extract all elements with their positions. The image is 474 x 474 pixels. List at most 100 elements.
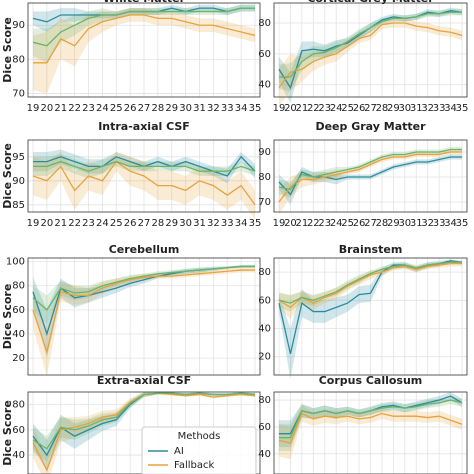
x-tick-label: 34: [235, 103, 248, 114]
x-tick-label: 31: [193, 218, 206, 229]
chart-title: Intra-axial CSF: [98, 120, 190, 133]
x-tick-label: 32: [421, 103, 434, 114]
chart-title: Corpus Callosum: [319, 374, 423, 387]
error-band: [279, 147, 462, 197]
x-tick-label: 22: [307, 218, 320, 229]
x-tick-label: 25: [341, 103, 354, 114]
x-tick-label: 19: [273, 103, 286, 114]
x-tick-label: 28: [152, 218, 165, 229]
axes-frame: [27, 2, 261, 98]
x-tick-label: 30: [179, 103, 192, 114]
y-tick-label: 90: [12, 176, 25, 187]
y-tick-label: 80: [12, 281, 25, 292]
series-line: [32, 7, 255, 47]
legend-label: AI: [174, 446, 184, 457]
error-band: [279, 396, 462, 452]
y-tick-label: 60: [12, 305, 25, 316]
error-band: [33, 392, 255, 474]
chart-title: Extra-axial CSF: [97, 374, 191, 387]
x-tick-label: 22: [68, 103, 81, 114]
x-tick-label: 23: [318, 103, 331, 114]
x-tick-label: 31: [410, 218, 423, 229]
x-tick-label: 35: [456, 103, 469, 114]
series-line: [278, 156, 462, 196]
axes-frame: [27, 257, 261, 376]
x-tick-label: 30: [179, 218, 192, 229]
y-tick-label: 100: [6, 257, 25, 268]
y-tick-label: 95: [12, 152, 25, 163]
series-line: [32, 392, 256, 450]
series-line: [278, 148, 462, 191]
y-tick-label: 80: [258, 395, 271, 406]
x-tick-label: 32: [207, 218, 220, 229]
x-tick-label: 22: [307, 103, 320, 114]
series-line: [33, 160, 256, 172]
error-band: [33, 392, 255, 471]
x-tick-label: 22: [68, 218, 81, 229]
x-tick-label: 30: [398, 103, 411, 114]
x-tick-label: 20: [41, 103, 54, 114]
series-line: [278, 22, 463, 89]
axes-frame: [273, 2, 468, 98]
x-tick-label: 32: [421, 218, 434, 229]
axes-frame: [27, 139, 261, 213]
x-tick-label: 27: [364, 218, 377, 229]
y-axis-label: Dice Score: [1, 143, 14, 209]
x-tick-label: 35: [249, 218, 262, 229]
axes-frame: [273, 391, 468, 474]
x-tick-label: 35: [456, 218, 469, 229]
y-tick-label: 40: [258, 80, 271, 91]
y-tick-label: 90: [258, 147, 271, 158]
error-band: [279, 154, 462, 205]
x-tick-label: 26: [124, 103, 137, 114]
x-tick-label: 19: [27, 218, 40, 229]
series-line: [32, 265, 255, 311]
x-tick-label: 26: [124, 218, 137, 229]
x-tick-label: 21: [296, 218, 309, 229]
series-line: [33, 14, 256, 64]
x-tick-label: 29: [387, 103, 400, 114]
y-tick-label: 60: [12, 425, 25, 436]
x-tick-label: 28: [376, 218, 389, 229]
x-tick-label: 34: [444, 103, 457, 114]
x-tick-label: 19: [27, 103, 40, 114]
x-tick-label: 33: [221, 103, 234, 114]
error-band: [279, 260, 462, 312]
y-tick-label: 85: [12, 200, 25, 211]
y-axis-label: Dice Score: [1, 17, 14, 83]
y-tick-label: 70: [258, 197, 271, 208]
series-line: [32, 160, 256, 206]
chart-title: Cortical Grey Matter: [307, 0, 434, 5]
series-line: [279, 11, 462, 78]
x-tick-label: 23: [82, 103, 95, 114]
error-band: [33, 152, 255, 220]
legend: MethodsAIFallbackTest-time A: [141, 426, 257, 474]
y-tick-label: 40: [12, 329, 25, 340]
y-tick-label: 40: [12, 450, 25, 461]
x-tick-label: 28: [152, 103, 165, 114]
y-tick-label: 80: [258, 18, 271, 29]
x-tick-label: 33: [433, 103, 446, 114]
y-tick-label: 80: [12, 54, 25, 65]
x-tick-label: 26: [353, 103, 366, 114]
error-band: [279, 405, 462, 460]
x-tick-label: 27: [138, 103, 151, 114]
error-band: [279, 7, 462, 104]
chart-title: Brainstem: [339, 243, 403, 256]
x-tick-label: 25: [341, 218, 354, 229]
x-tick-label: 27: [138, 218, 151, 229]
x-tick-label: 26: [353, 218, 366, 229]
series-line: [279, 399, 463, 439]
y-tick-label: 60: [258, 49, 271, 60]
x-tick-label: 29: [165, 218, 178, 229]
axes-frame: [273, 257, 468, 376]
error-band: [33, 4, 255, 63]
y-tick-label: 90: [12, 20, 25, 31]
x-tick-label: 25: [110, 103, 123, 114]
legend-label: Fallback: [174, 460, 214, 471]
x-tick-label: 32: [207, 103, 220, 114]
x-tick-label: 20: [284, 103, 297, 114]
x-tick-label: 21: [296, 103, 309, 114]
y-tick-label: 40: [258, 449, 271, 460]
